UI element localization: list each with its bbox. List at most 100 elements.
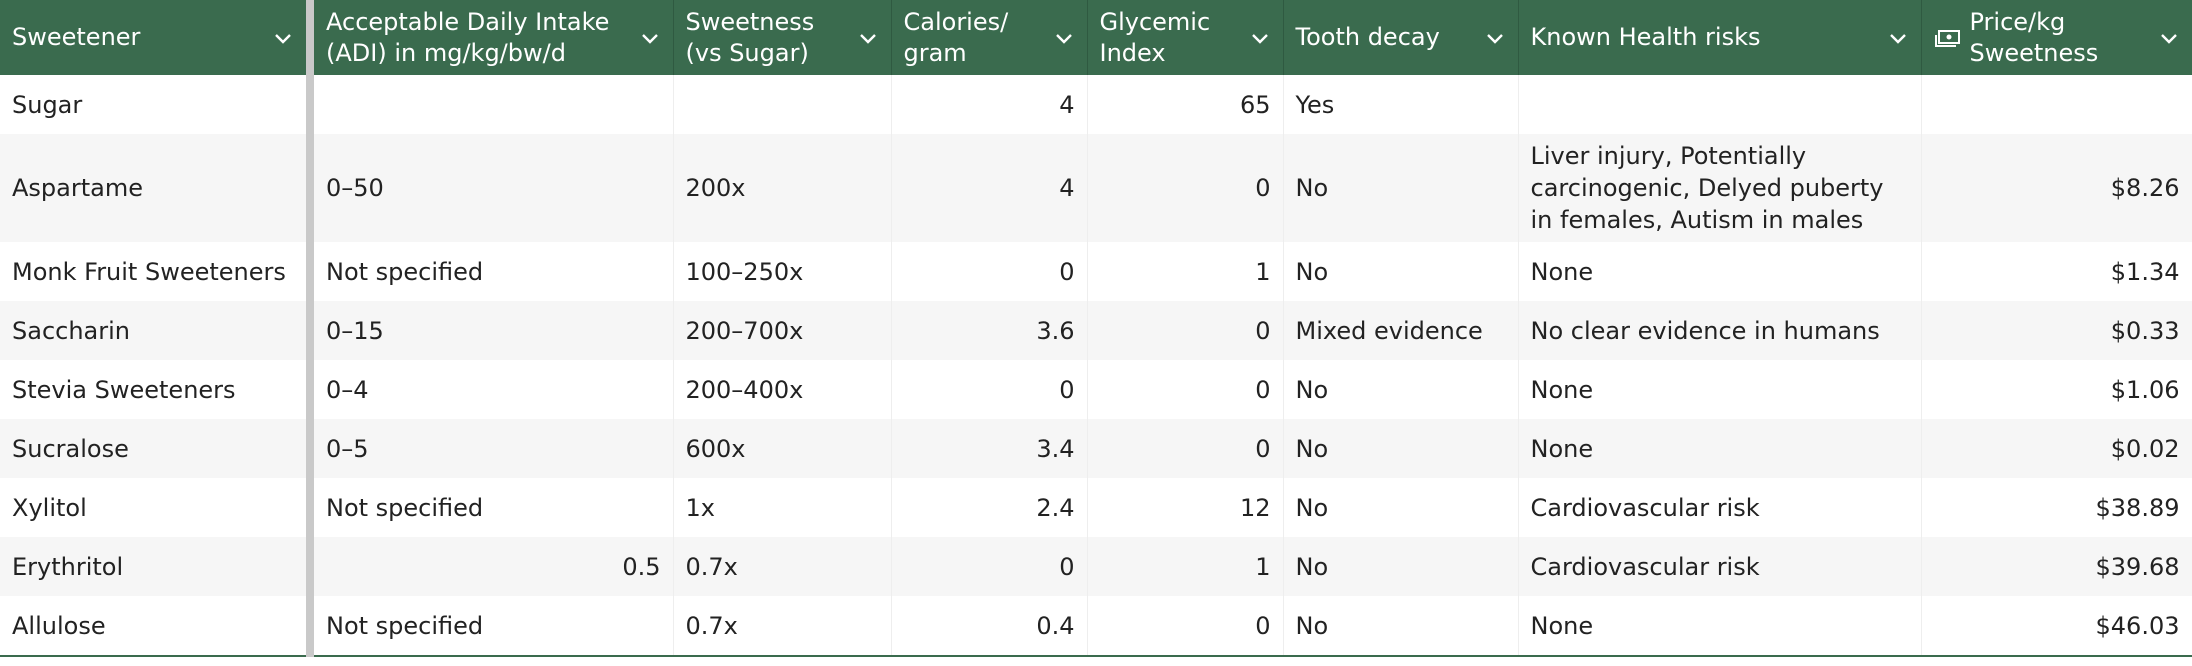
column-header[interactable]: Sweetener [0,0,314,75]
column-header[interactable]: Sweetness (vs Sugar) [673,0,892,75]
table-cell: 0 [1087,596,1284,657]
currency-icon [1934,29,1960,47]
header-label: Sweetness (vs Sugar) [685,7,815,67]
table-body: Sugar 4 65 Yes Aspartame 0–50 200x 4 0 No Liver in… [0,75,2192,657]
table-cell [1518,75,1922,134]
table-row: Saccharin 0–15 200–700x 3.6 0 Mixed evidence N… [0,301,2192,360]
header-content: Calories/ gram [904,7,1075,69]
header-content: Sweetness (vs Sugar) [686,7,879,69]
header-label: Calories/ gram [903,7,1009,67]
row-label: Sugar [0,75,314,134]
header-label: Glycemic Index [1099,7,1211,67]
column-header[interactable]: Known Health risks [1518,0,1922,75]
table-cell: No [1283,242,1519,301]
table-cell: 1x [673,478,892,537]
table-cell: 3.6 [891,301,1088,360]
table-cell: 0 [891,537,1088,596]
table-cell: Cardiovascular risk [1518,537,1922,596]
header-label: Price/kg Sweetness [1969,7,2099,67]
column-menu[interactable] [272,27,294,49]
table-cell: 600x [673,419,892,478]
column-header[interactable]: Tooth decay [1283,0,1519,75]
row-label: Monk Fruit Sweeteners [0,242,314,301]
table-cell: $1.06 [1921,360,2192,419]
table-cell: 0 [1087,134,1284,242]
table-cell [310,75,674,134]
row-label: Erythritol [0,537,314,596]
table-cell: 0 [1087,360,1284,419]
table-cell: No [1283,537,1519,596]
table-cell: 12 [1087,478,1284,537]
header-label: Sweetener [12,23,141,51]
table-cell: 0.7x [673,596,892,657]
table-cell: 0 [891,360,1088,419]
table-cell: Yes [1283,75,1519,134]
table-cell: None [1518,419,1922,478]
header-label: Known Health risks [1530,23,1761,51]
table-cell: 0.4 [891,596,1088,657]
table-cell: 100–250x [673,242,892,301]
row-label: Aspartame [0,134,314,242]
table-header: Sweetener Acceptable Daily Intake (ADI) i… [0,0,2192,75]
table-cell: 0.7x [673,537,892,596]
column-menu[interactable] [1053,27,1075,49]
column-menu[interactable] [1887,27,1909,49]
column-menu[interactable] [1249,27,1271,49]
table-row: Erythritol 0.5 0.7x 0 1 No Cardiovascular risk… [0,537,2192,596]
table-cell: No [1283,134,1519,242]
table-cell: 0 [891,242,1088,301]
table-cell: No clear evidence in humans [1518,301,1922,360]
table-cell: Liver injury, Potentially carcinogenic, … [1518,134,1922,242]
table-cell: None [1518,360,1922,419]
table-cell: $39.68 [1921,537,2192,596]
table-cell: No [1283,419,1519,478]
table-cell [1921,75,2192,134]
table-cell: 65 [1087,75,1284,134]
header-content: Tooth decay [1296,22,1506,53]
table-row: Sucralose 0–5 600x 3.4 0 No None $0.02 [0,419,2192,478]
table-cell: 4 [891,134,1088,242]
table-cell: Not specified [310,242,674,301]
table-row: Sugar 4 65 Yes [0,75,2192,134]
column-header[interactable]: Calories/ gram [891,0,1088,75]
table-row: Monk Fruit Sweeteners Not specified 100–25… [0,242,2192,301]
table-cell: 3.4 [891,419,1088,478]
table-cell: 0–4 [310,360,674,419]
column-menu[interactable] [2158,27,2180,49]
table-row: Stevia Sweeteners 0–4 200–400x 0 0 No None $1.0… [0,360,2192,419]
row-label: Xylitol [0,478,314,537]
header-content: Price/kg Sweetness [1934,7,2180,69]
row-label: Stevia Sweeteners [0,360,314,419]
table-cell: None [1518,596,1922,657]
column-menu[interactable] [639,27,661,49]
column-header[interactable]: Acceptable Daily Intake (ADI) in mg/kg/b… [310,0,674,75]
table-row: Xylitol Not specified 1x 2.4 12 No Cardiovascu… [0,478,2192,537]
table-cell: 0–50 [310,134,674,242]
column-header[interactable]: Price/kg Sweetness [1921,0,2192,75]
table-cell: None [1518,242,1922,301]
table-cell: 1 [1087,537,1284,596]
column-menu[interactable] [857,27,879,49]
table-cell: 2.4 [891,478,1088,537]
header-content: Known Health risks [1531,22,1909,53]
header-content: Sweetener [12,22,294,53]
table-cell: Not specified [310,478,674,537]
column-header[interactable]: Glycemic Index [1087,0,1284,75]
table-cell [673,75,892,134]
table-row: Allulose Not specified 0.7x 0.4 0 No None $46.0… [0,596,2192,657]
table-cell: 200x [673,134,892,242]
header-row: Sweetener Acceptable Daily Intake (ADI) i… [0,0,2192,75]
table-cell: $38.89 [1921,478,2192,537]
table-row: Aspartame 0–50 200x 4 0 No Liver injury, Poten… [0,134,2192,242]
table-cell: 200–700x [673,301,892,360]
table-cell: 200–400x [673,360,892,419]
table-cell: 0–15 [310,301,674,360]
table-cell: 0.5 [310,537,674,596]
column-menu[interactable] [1484,27,1506,49]
table-cell: $0.02 [1921,419,2192,478]
table-cell: No [1283,478,1519,537]
table-cell: 4 [891,75,1088,134]
table-cell: No [1283,360,1519,419]
